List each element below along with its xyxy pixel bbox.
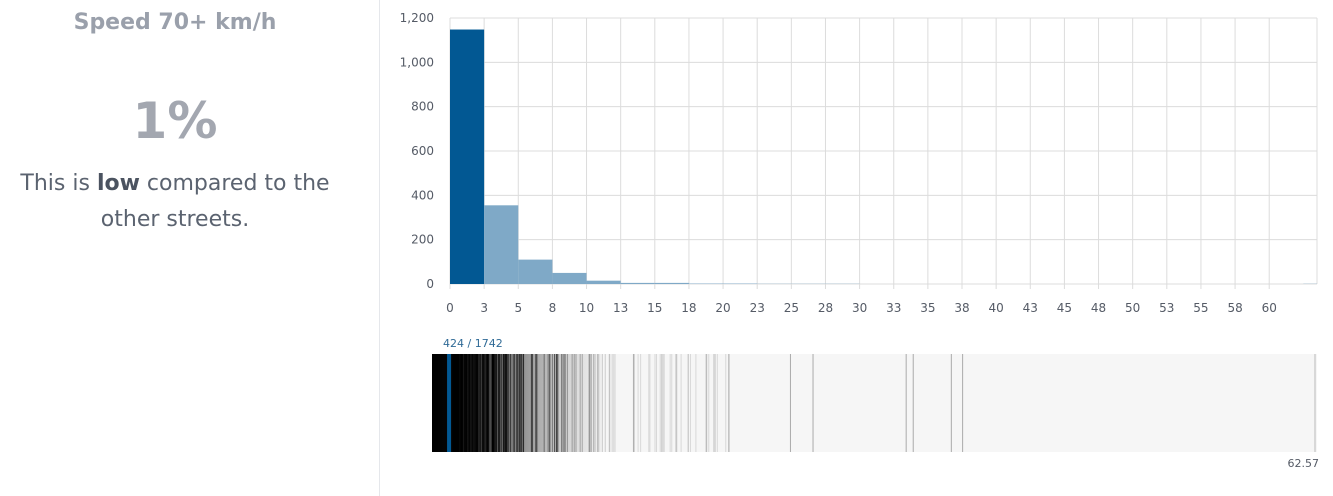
histogram-bar	[484, 205, 519, 284]
y-tick-label: 800	[411, 100, 434, 114]
strip-position-label: 424 / 1742	[443, 337, 503, 350]
x-tick-label: 60	[1262, 301, 1277, 315]
x-tick-label: 45	[1057, 301, 1072, 315]
x-tick-label: 3	[480, 301, 488, 315]
y-tick-label: 200	[411, 233, 434, 247]
speed-distribution-strip	[432, 354, 1317, 452]
x-tick-label: 23	[750, 301, 765, 315]
histogram-bar	[450, 29, 485, 284]
x-tick-label: 10	[579, 301, 594, 315]
metric-text-suffix: compared to the other streets.	[100, 171, 330, 232]
histogram-bar	[654, 282, 689, 284]
x-tick-label: 38	[954, 301, 969, 315]
metric-value: 1%	[132, 92, 218, 150]
x-tick-label: 53	[1159, 301, 1174, 315]
x-tick-label: 33	[886, 301, 901, 315]
x-tick-label: 58	[1227, 301, 1242, 315]
metric-panel: Speed 70+ km/h 1% This is low compared t…	[0, 0, 380, 496]
x-tick-label: 0	[446, 301, 454, 315]
x-tick-label: 50	[1125, 301, 1140, 315]
histogram-bar	[586, 280, 621, 284]
y-tick-label: 1,000	[400, 55, 434, 69]
y-tick-label: 0	[426, 277, 434, 291]
y-tick-label: 600	[411, 144, 434, 158]
x-tick-label: 5	[514, 301, 522, 315]
current-street-marker	[447, 354, 452, 452]
y-tick-label: 1,200	[400, 11, 434, 25]
strip-max-label: 62.57	[1287, 457, 1320, 470]
x-tick-label: 20	[715, 301, 730, 315]
x-tick-label: 48	[1091, 301, 1106, 315]
metric-text-bold: low	[96, 171, 140, 196]
x-tick-label: 8	[549, 301, 557, 315]
histogram-bar	[620, 282, 655, 284]
y-tick-label: 400	[411, 188, 434, 202]
x-tick-label: 13	[613, 301, 628, 315]
x-tick-label: 55	[1193, 301, 1208, 315]
x-tick-label: 28	[818, 301, 833, 315]
x-tick-label: 30	[852, 301, 867, 315]
metric-text-prefix: This is	[20, 171, 97, 196]
x-tick-label: 25	[784, 301, 799, 315]
metric-title: Speed 70+ km/h	[73, 10, 277, 35]
histogram-bar	[518, 259, 553, 284]
histogram-bar	[552, 272, 587, 284]
x-tick-label: 18	[681, 301, 696, 315]
x-tick-label: 43	[1023, 301, 1038, 315]
x-tick-label: 15	[647, 301, 662, 315]
metric-description: This is low compared to the other street…	[0, 166, 350, 238]
x-tick-label: 35	[920, 301, 935, 315]
x-tick-label: 40	[989, 301, 1004, 315]
